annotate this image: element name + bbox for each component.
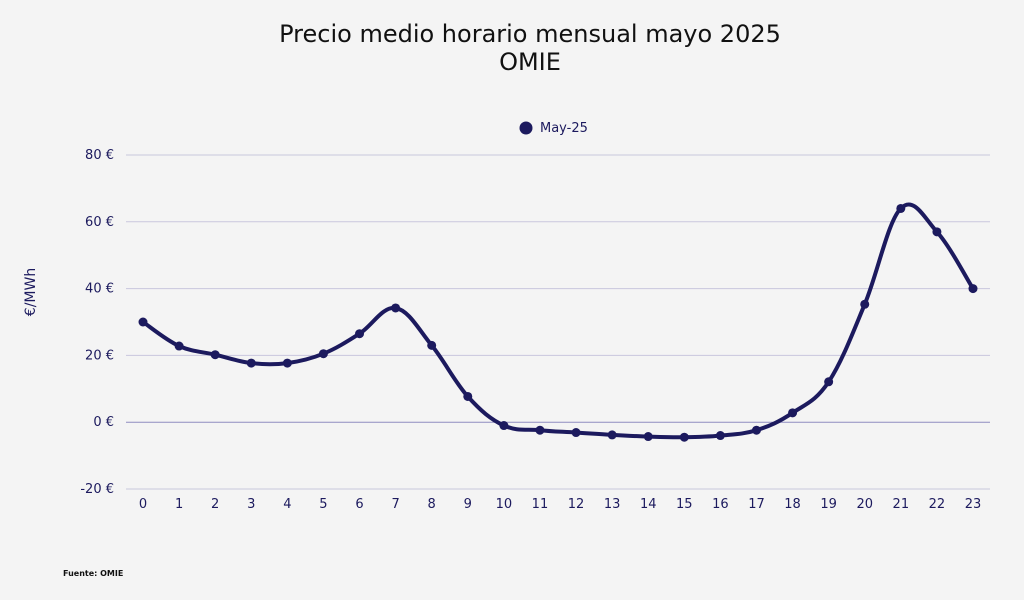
data-point [896, 203, 906, 213]
y-tick-label: 0 € [93, 415, 114, 430]
x-tick-label: 14 [640, 497, 657, 512]
data-point [246, 358, 256, 368]
series-line [141, 202, 975, 440]
x-tick-label: 17 [748, 497, 765, 512]
x-tick-label: 4 [283, 497, 291, 512]
legend-marker [519, 121, 533, 135]
x-tick-label: 0 [139, 497, 147, 512]
x-tick-label: 19 [820, 497, 837, 512]
data-point [751, 425, 761, 435]
x-tick-label: 11 [532, 497, 549, 512]
x-tick-label: 3 [247, 497, 255, 512]
x-tick-label: 8 [428, 497, 436, 512]
data-point [210, 350, 220, 360]
data-point [499, 421, 509, 431]
data-point [282, 358, 292, 368]
x-tick-label: 1 [175, 497, 183, 512]
gridlines [126, 154, 990, 490]
data-point [860, 299, 870, 309]
x-tick-label: 12 [568, 497, 585, 512]
data-point [715, 431, 725, 441]
x-tick-label: 9 [464, 497, 472, 512]
data-point [788, 408, 798, 418]
data-point [824, 377, 834, 387]
series-may-25 [138, 202, 978, 442]
chart-title: Precio medio horario mensual mayo 2025 [279, 20, 781, 48]
y-axis-label: €/MWh [23, 268, 39, 316]
y-tick-label: 20 € [85, 348, 114, 363]
x-tick-labels: 0 1 2 3 4 5 6 7 8 9 10 11 12 13 14 15 16 17 18 19 20 21 22 23 [139, 497, 981, 512]
x-tick-label: 6 [355, 497, 363, 512]
chart-subtitle: OMIE [499, 48, 561, 76]
x-tick-label: 20 [856, 497, 873, 512]
data-point [463, 391, 473, 401]
data-point [391, 303, 401, 313]
data-point [607, 430, 617, 440]
data-point [643, 432, 653, 442]
x-tick-label: 2 [211, 497, 219, 512]
x-tick-label: 10 [496, 497, 513, 512]
data-point [968, 284, 978, 294]
x-tick-label: 7 [391, 497, 399, 512]
y-tick-labels: -20 € 0 € 20 € 40 € 60 € 80 € [80, 148, 114, 497]
data-point [571, 428, 581, 438]
data-point [355, 329, 365, 339]
x-tick-label: 16 [712, 497, 729, 512]
data-point [318, 349, 328, 359]
x-tick-label: 22 [929, 497, 946, 512]
data-point [535, 425, 545, 435]
data-point [138, 317, 148, 327]
legend: May-25 [519, 121, 588, 136]
data-point [427, 340, 437, 350]
x-tick-label: 23 [965, 497, 982, 512]
x-tick-label: 15 [676, 497, 693, 512]
y-tick-label: 40 € [85, 282, 114, 297]
x-tick-label: 18 [784, 497, 801, 512]
y-tick-label: 80 € [85, 148, 114, 163]
data-point [174, 341, 184, 351]
data-point [932, 227, 942, 237]
legend-label: May-25 [540, 121, 588, 136]
x-tick-label: 5 [319, 497, 327, 512]
y-tick-label: 60 € [85, 215, 114, 230]
x-tick-label: 13 [604, 497, 621, 512]
x-tick-label: 21 [893, 497, 910, 512]
data-point [679, 432, 689, 442]
y-tick-label: -20 € [80, 482, 114, 497]
source-note: Fuente: OMIE [63, 569, 123, 578]
